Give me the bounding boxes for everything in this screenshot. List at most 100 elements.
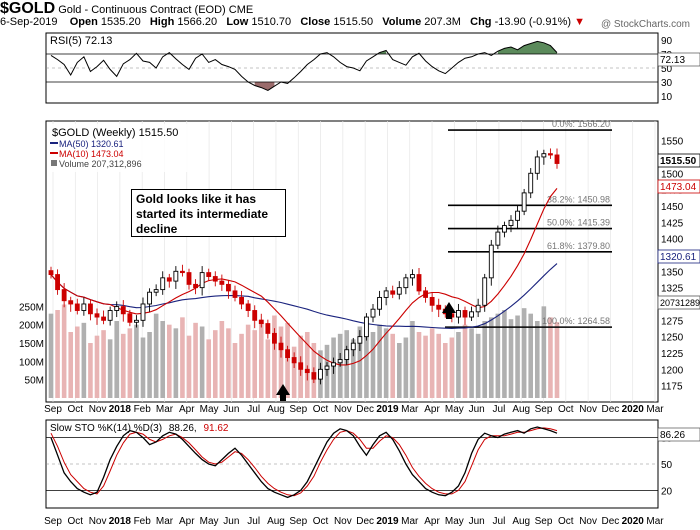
price-x-tick: Jul — [493, 404, 506, 415]
candle-body — [193, 283, 198, 289]
sto-x-tick: Dec — [356, 516, 374, 527]
volume-bar — [226, 328, 231, 398]
volume-bar — [272, 315, 277, 398]
volume-bar — [469, 328, 474, 398]
candle-body — [515, 210, 520, 221]
candles — [48, 148, 560, 385]
price-x-ticks: Sep Oct Nov 2018 Feb Mar Apr May Jun Jul Aug Sep Oct… — [44, 404, 664, 415]
rsi-overbought-fill — [497, 41, 557, 54]
sto-x-tick: Mar — [156, 516, 174, 527]
close-value: 1515.50 — [333, 16, 374, 28]
chart-header: $GOLD Gold - Continuous Contract (EOD) C… — [0, 0, 253, 18]
rsi-fills — [254, 41, 557, 91]
volume-bar — [258, 319, 264, 398]
change-label: Chg — [470, 16, 492, 28]
candle-body — [114, 306, 120, 311]
candle-body — [488, 244, 494, 279]
volume-bar — [502, 310, 507, 398]
candle-body — [475, 304, 481, 313]
volume-y-tick: 50M — [25, 376, 44, 387]
volume-bar — [488, 317, 494, 398]
sto-x-tick: Oct — [313, 516, 329, 527]
sto-x-tick: Mar — [646, 516, 664, 527]
volume-bar — [219, 321, 225, 398]
volume-bar — [74, 326, 80, 398]
sto-x-tick: Aug — [267, 516, 285, 527]
sto-x-tick: Sep — [44, 516, 62, 527]
sto-x-tick: 2018 — [109, 516, 132, 527]
candle-body — [337, 359, 343, 364]
candle-body — [245, 303, 251, 311]
close-price-tag-text: 1515.50 — [660, 156, 697, 167]
sto-k-value: 88.26 — [169, 423, 194, 434]
candle-body — [173, 270, 179, 282]
close-price-tag — [657, 153, 700, 168]
up-arrow-icon — [276, 384, 290, 401]
low-value: 1510.70 — [251, 16, 292, 28]
volume-bar — [515, 315, 520, 398]
volume-bar — [541, 306, 547, 398]
annotation-note: Gold looks like it has started its inter… — [131, 189, 286, 237]
volume-tag-text: 207312896 — [660, 298, 700, 308]
candle-body — [101, 316, 106, 321]
price-y-tick: 1450 — [661, 202, 684, 213]
price-x-tick: Nov — [89, 404, 107, 415]
sto-x-tick: May — [445, 516, 464, 527]
candle-body — [140, 303, 146, 321]
price-y-tick: 1225 — [661, 349, 684, 360]
rsi-y-tick: 10 — [661, 92, 673, 103]
price-x-tick: Dec — [602, 404, 620, 415]
candle-body — [429, 296, 435, 306]
price-x-tick: May — [445, 404, 464, 415]
sto-x-tick: Aug — [512, 516, 530, 527]
price-x-tick: Oct — [313, 404, 329, 415]
volume-bar — [127, 328, 133, 398]
price-y-tick: 1350 — [661, 267, 684, 278]
candle-body — [357, 336, 363, 344]
candle-body — [324, 365, 330, 370]
volume-bar — [186, 335, 192, 398]
candle-body — [331, 362, 336, 367]
price-x-tick: Apr — [424, 404, 440, 415]
legend-box — [48, 124, 198, 172]
volume-bar — [134, 324, 139, 398]
price-y-tick: 1550 — [661, 137, 684, 148]
candle-body — [147, 291, 152, 305]
candle-body — [81, 303, 87, 311]
candle-body — [120, 306, 126, 315]
candle-body — [554, 154, 560, 164]
candle-body — [469, 311, 474, 318]
volume-bars — [48, 304, 560, 398]
watermark: @ StockCharts.com — [600, 19, 690, 30]
candle-body — [502, 225, 507, 233]
ma10-tag-text: 1473.04 — [660, 182, 697, 193]
price-y-tick: 1400 — [661, 235, 684, 246]
volume-y-tick: 200M — [19, 321, 44, 332]
candle-body — [265, 323, 271, 334]
fib-label: 50.0%: 1415.39 — [547, 218, 610, 228]
price-x-tick: Nov — [334, 404, 352, 415]
volume-bar — [245, 324, 251, 398]
candle-body — [278, 342, 284, 351]
fib-lines: 0.0%: 1566.20 38.2%: 1450.98 50.0%: 1415.3… — [445, 119, 612, 328]
volume-bar — [153, 313, 159, 398]
volume-bar — [508, 319, 514, 398]
ma10-line — [50, 188, 558, 366]
volume-bar — [475, 333, 481, 398]
candle-body — [226, 283, 231, 292]
candle-body — [377, 296, 382, 310]
volume-bar — [81, 322, 87, 398]
sto-legend-label: Slow STO %K(14) %D(3) — [50, 423, 162, 434]
quote-line: 6-Sep-2019 Open 1535.20 High 1566.20 Low… — [0, 16, 585, 28]
volume-bar — [429, 328, 435, 398]
volume-y-tick: 150M — [19, 339, 44, 350]
sto-panel: 805020 SepOctNov2018FebMarAprMayJunJulAu… — [44, 419, 700, 527]
price-x-tick: Sep — [289, 404, 307, 415]
sto-x-tick: Jul — [493, 516, 506, 527]
price-y-tick: 1200 — [661, 365, 684, 376]
candle-body — [456, 310, 461, 318]
volume-bar — [377, 324, 382, 398]
candle-body — [285, 349, 290, 359]
